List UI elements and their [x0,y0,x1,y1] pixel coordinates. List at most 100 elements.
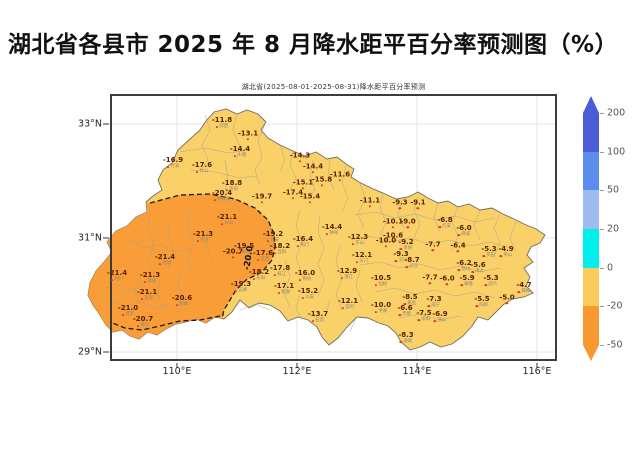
station-label: -5.3 罗田 [481,246,496,259]
station-name: 洪湖 [378,309,388,315]
station-marker-row: 武穴 [483,283,498,288]
station-label: -12.1 天门 [352,252,372,265]
station-marker-row: 嘉鱼 [402,302,417,307]
station-value: -19.7 [251,192,273,201]
station-dot-icon [256,259,260,262]
station-marker-row: 恩施 [140,280,160,285]
station-dot-icon [220,223,224,226]
station-name: 崇阳 [421,317,431,323]
station-marker-row [400,226,415,229]
station-marker-row: 来凤 [133,324,153,329]
station-name: 竹溪 [170,164,180,170]
station-label: -21.3 巴东 [193,231,213,244]
station-label: -13.1 [238,130,258,141]
station-value: -21.3 [139,271,161,280]
station-dot-icon [266,240,270,243]
station-name: 远安 [270,238,280,244]
station-value: -16.9 [162,156,184,165]
station-name: 宜昌 [260,257,270,263]
station-name: 石首 [315,318,325,324]
station-label: -13.7 石首 [308,311,328,324]
station-dot-icon [260,201,264,204]
station-name: 黄梅 [521,289,531,295]
station-dot-icon [416,207,420,210]
station-value: -9.3 [393,250,409,259]
contour-minus20-dashed [109,193,276,331]
station-label: -18.8 房县 [222,180,242,193]
station-value: -20.7 [222,247,244,256]
station-dot-icon [398,207,402,210]
station-value: -6.9 [432,310,448,319]
station-marker-row: 利川 [107,278,127,283]
station-value: -5.5 [474,295,490,304]
station-label: -6.8 红安 [437,217,452,230]
station-dot-icon [273,274,277,277]
station-label: -9.3 [392,199,408,210]
station-label: -19.5 秭归 [234,243,254,256]
station-marker-row [312,184,332,187]
station-label: -20.7 来凤 [133,316,153,329]
station-marker-row [300,201,320,204]
station-marker-row: 远安 [263,239,283,244]
station-name: 建始 [162,261,172,267]
station-label: -7.7 [422,273,438,285]
station-value: -11.6 [329,170,351,179]
station-dot-icon [431,249,435,252]
station-label: -10.0 洪湖 [371,302,391,315]
station-name: 赤壁 [402,312,412,318]
station-marker-row: 荆门 [293,244,313,249]
station-label: -6.0 麻城 [456,225,471,238]
station-dot-icon [505,302,509,305]
station-name: 武穴 [488,282,498,288]
station-value: -6.2 [456,259,472,268]
station-marker-row: 崇阳 [416,318,431,323]
station-name: 通城 [403,339,413,345]
colorbar-tick-mark [600,190,604,192]
station-label: -15.4 [300,193,320,204]
station-value: -21.1 [216,213,238,222]
station-value: -7.7 [422,273,438,282]
station-marker-row [293,187,313,190]
station-marker-row: 当阳 [270,251,290,256]
station-name: 秭归 [241,250,251,256]
station-dot-icon [471,271,475,274]
station-value: -5.0 [499,293,515,302]
station-label: -21.0 咸丰 [118,305,138,318]
station-label: -6.2 鄂州 [456,260,471,273]
station-value: -21.1 [136,288,158,297]
station-marker-row: 神农架 [212,198,232,203]
station-value: -11.8 [211,116,233,125]
station-label: -6.9 通山 [432,311,447,324]
station-dot-icon [110,279,114,282]
station-label: -12.1 监利 [338,298,358,311]
station-label: -17.6 竹山 [192,162,212,175]
station-value: -14.3 [289,151,311,160]
station-label: -17.6 宜昌 [253,250,273,263]
station-dot-icon [484,284,488,287]
station-name: 天门 [359,259,369,265]
station-dot-icon [301,187,305,190]
colorbar-segment [583,190,599,229]
station-label: -10.5 仙桃 [371,275,391,288]
colorbar-segment [583,267,599,307]
station-marker-row: 通山 [432,319,447,324]
station-marker-row: 建始 [155,262,175,267]
x-tick-label: 114°E [402,366,432,377]
station-dot-icon [320,184,324,187]
station-marker-row: 阳新 [474,304,489,309]
station-marker-row [383,226,403,229]
station-value: -17.4 [282,188,304,197]
station-dot-icon [475,305,479,308]
station-label: -6.4 [450,242,466,253]
colorbar-tick-mark [600,267,604,269]
station-marker-row: 房县 [222,188,242,193]
station-label: -5.3 武穴 [483,275,498,288]
station-value: -12.1 [351,251,373,260]
station-name: 松滋 [281,290,291,296]
colorbar-segment [583,113,599,152]
station-marker-row: 郧西 [212,125,232,130]
station-dot-icon [277,292,281,295]
station-dot-icon [213,199,216,202]
x-tick-label: 116°E [522,366,552,377]
